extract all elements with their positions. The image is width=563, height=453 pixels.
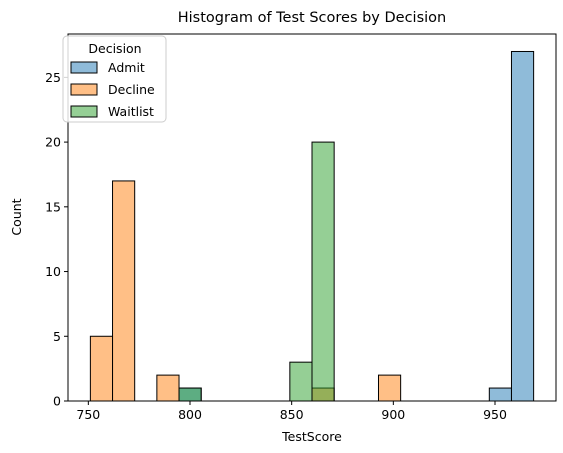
y-axis-label: Count (9, 198, 24, 235)
axes-layer (67, 33, 557, 402)
bar-waitlist-bin-4 (178, 387, 202, 402)
bar-admit-bin-19 (510, 50, 535, 402)
legend-swatch-decline (70, 83, 98, 96)
legend-swatch-admit (70, 61, 98, 74)
bar-decline-bin-13 (377, 374, 402, 402)
bar-decline-bin-0 (89, 335, 114, 402)
y-tick-label-15: 15 (45, 199, 61, 214)
legend-label-waitlist: Waitlist (108, 104, 154, 119)
legend: Decision Admit Decline Waitlist (62, 35, 167, 123)
bar-admit-bin-18 (488, 387, 512, 402)
bar-decline-bin-3 (156, 374, 180, 402)
x-axis-label: TestScore (281, 429, 342, 444)
legend-swatch-waitlist (70, 105, 98, 118)
bar-waitlist-bin-9 (289, 361, 313, 402)
x-tick-label-950: 950 (483, 407, 507, 422)
y-tick-label-5: 5 (53, 329, 61, 344)
y-tick-label-10: 10 (45, 264, 61, 279)
bar-waitlist-bin-10 (311, 141, 335, 402)
plot-frame (67, 33, 557, 402)
legend-label-admit: Admit (108, 60, 145, 75)
x-tick-label-900: 900 (381, 407, 405, 422)
x-axis-ticks: 750 800 850 900 950 (76, 401, 507, 422)
y-tick-label-0: 0 (53, 394, 61, 409)
x-tick-label-850: 850 (280, 407, 304, 422)
legend-label-decline: Decline (108, 82, 155, 97)
y-axis-ticks: 0 5 10 15 20 25 (45, 70, 68, 409)
chart-title: Histogram of Test Scores by Decision (178, 10, 446, 26)
x-tick-label-750: 750 (76, 407, 100, 422)
legend-title: Decision (88, 41, 141, 56)
bar-decline-bin-1 (112, 180, 136, 402)
y-tick-label-25: 25 (45, 70, 61, 85)
y-tick-label-20: 20 (45, 135, 61, 150)
x-tick-label-800: 800 (178, 407, 202, 422)
legend-frame (62, 35, 167, 123)
